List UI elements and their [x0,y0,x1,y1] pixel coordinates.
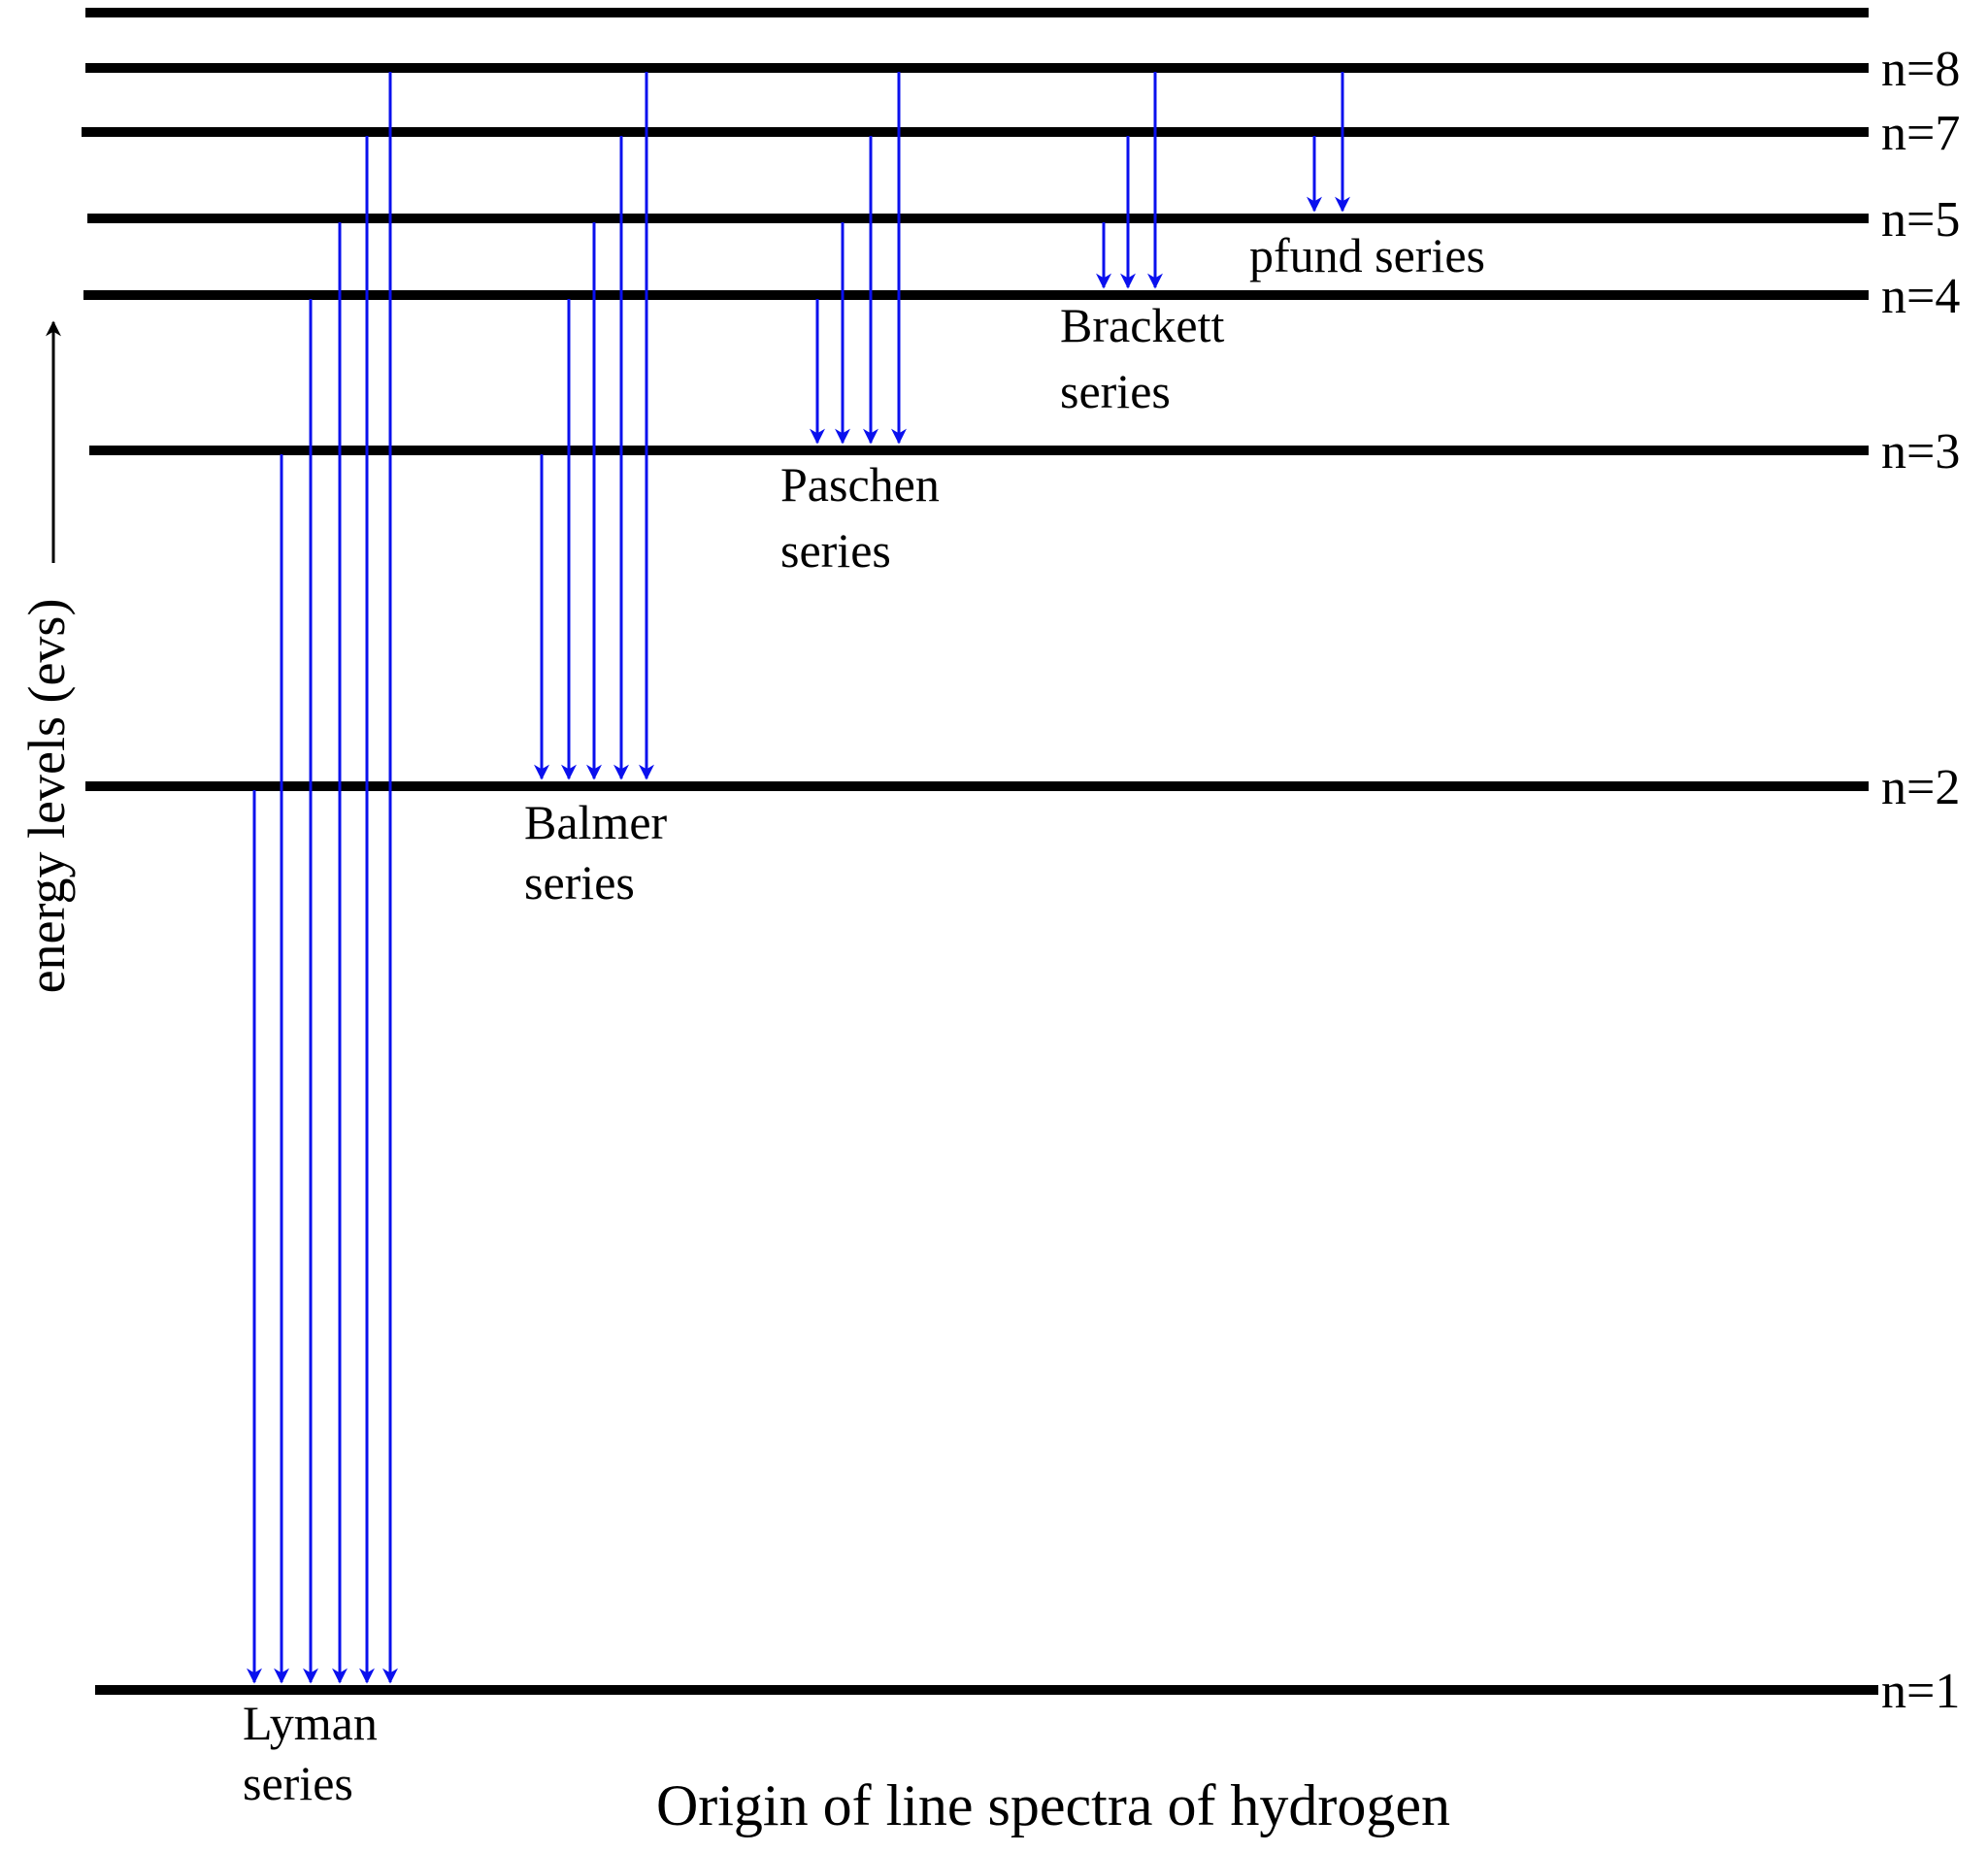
energy-axis-label: energy levels (evs) [17,599,76,994]
energy-axis: energy levels (evs) [17,320,76,994]
level-label-n2: n=2 [1881,760,1960,815]
series-label-brackett: Brackett series [1060,298,1224,418]
diagram-title: Origin of line spectra of hydrogen [656,1773,1450,1837]
transition-arrows [247,72,1350,1684]
level-label-n7: n=7 [1881,106,1960,161]
series-label-balmer: Balmer series [524,795,668,910]
level-label-n8: n=8 [1881,42,1960,97]
series-label-pfund: pfund series [1249,228,1485,282]
series-label-lyman: Lyman series [243,1696,378,1810]
energy-levels: n=8 n=7 n=5 n=4 n=3 n=2 n=1 [82,8,1960,1719]
level-label-n4: n=4 [1881,269,1960,324]
series-labels: Lyman series Balmer series Paschen series Brac… [243,228,1485,1810]
level-label-n3: n=3 [1881,424,1960,480]
series-label-paschen: Paschen series [780,457,940,578]
level-label-n1: n=1 [1881,1664,1960,1719]
level-label-n5: n=5 [1881,192,1960,248]
